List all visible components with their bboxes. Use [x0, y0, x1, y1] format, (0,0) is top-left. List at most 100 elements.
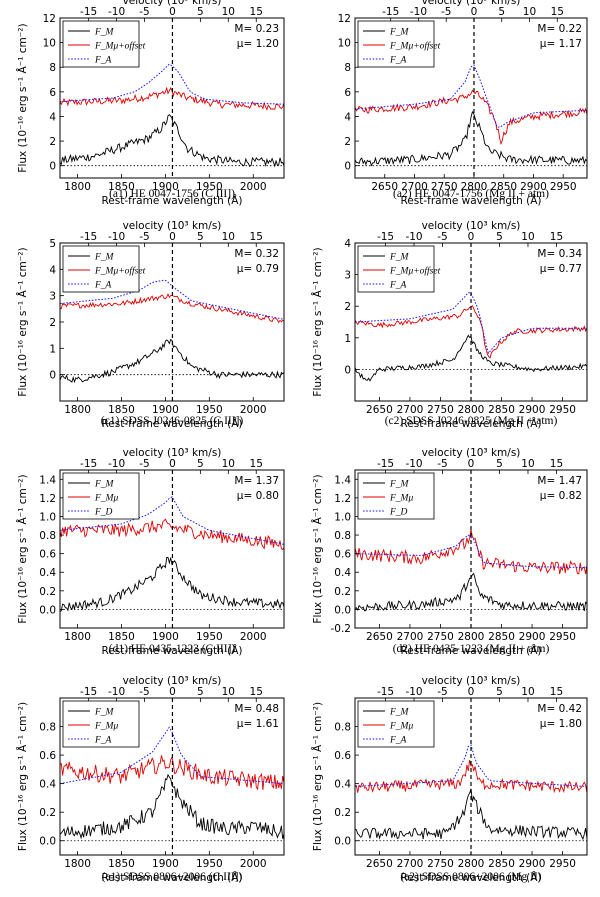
y-tick-label: 0.2: [39, 807, 56, 819]
y-tick-label: 1: [49, 343, 56, 355]
velocity-tick-label: 15: [550, 231, 563, 243]
velocity-tick-label: 5: [496, 686, 503, 698]
velocity-tick-label: -15: [377, 458, 394, 470]
y-tick-label: 8: [49, 62, 56, 74]
annotation-mu: μ= 1.61: [237, 718, 279, 730]
panel-caption: (e1) SDSS 0806+2006 (C III]): [102, 871, 243, 883]
velocity-tick-label: -15: [80, 686, 97, 698]
y-axis-label: Flux (10⁻¹⁶ erg s⁻¹ Å⁻¹ cm⁻²): [16, 702, 29, 851]
velocity-tick-label: 5: [496, 458, 503, 470]
legend-label: F_D: [94, 508, 113, 518]
annotation-M: M= 1.47: [537, 475, 582, 487]
velocity-tick-label: 10: [521, 231, 534, 243]
velocity-tick-label: 15: [250, 458, 263, 470]
y-tick-label: 0.4: [334, 567, 351, 579]
velocity-tick-label: 15: [250, 6, 263, 18]
y-tick-label: 1.2: [334, 493, 351, 505]
legend: F_M F_Mμ F_D: [62, 472, 140, 520]
x-tick-label: 1800: [64, 858, 91, 870]
velocity-tick-label: -15: [80, 231, 97, 243]
legend-label: F_Mμ: [389, 494, 413, 504]
y-tick-label: 0.8: [39, 530, 56, 542]
y-tick-label: 12: [43, 13, 56, 25]
x-tick-label: 2700: [401, 181, 428, 193]
y-tick-label: 3: [344, 270, 351, 282]
y-tick-label: 4: [49, 111, 56, 123]
x-axis-label: Rest-frame wavelength (Å): [400, 417, 541, 430]
velocity-tick-label: -5: [139, 231, 149, 243]
y-tick-label: 0.0: [39, 836, 56, 848]
y-tick-label: 2: [344, 301, 351, 313]
y-tick-label: 12: [338, 13, 351, 25]
legend-label: F_D: [389, 508, 408, 518]
x-tick-label: 2700: [397, 631, 424, 643]
x-axis-label: Rest-frame wavelength (Å): [101, 417, 242, 430]
x-tick-label: 1850: [108, 858, 135, 870]
y-axis-label: Flux (10⁻¹⁶ erg s⁻¹ Å⁻¹ cm⁻²): [311, 702, 324, 851]
velocity-tick-label: 10: [523, 6, 536, 18]
series-line-F_A: [60, 726, 284, 785]
x-axis-label: Rest-frame wavelength (Å): [400, 871, 541, 884]
axes-frame: [59, 17, 285, 179]
velocity-axis-label: velocity (10³ km/s): [123, 675, 222, 687]
series-line-F_Mμ+offset: [355, 89, 587, 146]
y-tick-label: 2: [49, 136, 56, 148]
panel-caption: (d2) HE 0435-1223 (Mg II + atm): [393, 643, 550, 655]
velocity-tick-label: -10: [108, 6, 125, 18]
velocity-tick-label: -5: [437, 686, 447, 698]
velocity-tick-label: -15: [377, 686, 394, 698]
velocity-tick-label: 5: [498, 6, 505, 18]
y-tick-label: 1.0: [334, 511, 351, 523]
x-tick-label: 2000: [240, 404, 267, 416]
y-tick-label: 2: [344, 136, 351, 148]
legend: F_M F_Mμ+offset F_A: [62, 245, 146, 293]
x-tick-label: 1900: [152, 404, 179, 416]
annotation-M: M= 0.34: [537, 248, 582, 260]
axes-frame: [59, 469, 285, 629]
y-tick-label: 0.8: [334, 722, 351, 734]
series-line-F_D: [60, 496, 284, 545]
x-axis-label: Rest-frame wavelength (Å): [101, 871, 242, 884]
x-tick-label: 2000: [240, 858, 267, 870]
legend-label: F_Mμ+offset: [389, 41, 441, 52]
velocity-tick-label: 10: [222, 231, 235, 243]
legend-label: F_M: [389, 708, 410, 718]
legend-label: F_Mμ: [94, 722, 118, 732]
x-tick-label: 2750: [431, 181, 458, 193]
velocity-axis-label: velocity (10³ km/s): [123, 220, 222, 232]
velocity-axis-label: velocity (10³ km/s): [422, 447, 521, 459]
y-tick-label: 0: [49, 370, 56, 382]
axes-frame: [59, 697, 285, 856]
x-tick-label: 2650: [366, 631, 393, 643]
series-line-F_M: [60, 338, 284, 384]
panel-a2: 2650 2700 2750 2800 2850 2900 2950 0 2 4 6 8 10 12 -15…: [338, 0, 588, 207]
x-tick-label: 2000: [240, 631, 267, 643]
y-tick-label: 0.6: [39, 549, 56, 561]
annotation-M: M= 1.37: [234, 475, 279, 487]
velocity-tick-label: 0: [169, 6, 176, 18]
y-tick-label: 0.0: [334, 604, 351, 616]
annotation-mu: μ= 0.77: [540, 263, 582, 275]
y-tick-label: 8: [344, 62, 351, 74]
series-line-F_M: [355, 788, 587, 841]
panel-caption: (a2) HE 0047-1756 (Mg II + atm): [393, 188, 549, 200]
velocity-tick-label: -15: [80, 458, 97, 470]
legend-label: F_Mμ: [94, 494, 118, 504]
y-axis-label: Flux (10⁻¹⁶ erg s⁻¹ Å⁻¹ cm⁻²): [16, 474, 29, 623]
velocity-tick-label: 0: [471, 6, 478, 18]
legend: F_M F_Mμ F_A: [62, 700, 140, 748]
series-group: [355, 64, 587, 167]
x-tick-label: 2900: [520, 181, 547, 193]
velocity-axis-label: velocity (10³ km/s): [123, 0, 222, 7]
y-tick-label: 5: [49, 238, 56, 250]
legend-label: F_M: [94, 708, 115, 718]
y-tick-label: 1.0: [39, 511, 56, 523]
x-tick-label: 1950: [196, 631, 223, 643]
x-tick-label: 1850: [108, 404, 135, 416]
x-tick-label: 2000: [240, 181, 267, 193]
velocity-tick-label: -5: [139, 686, 149, 698]
legend: F_M F_Mμ+offset F_A: [62, 20, 146, 68]
panel-caption: (d1) HE 0435-1223 (C III]): [109, 643, 236, 655]
x-tick-label: 2850: [488, 858, 515, 870]
